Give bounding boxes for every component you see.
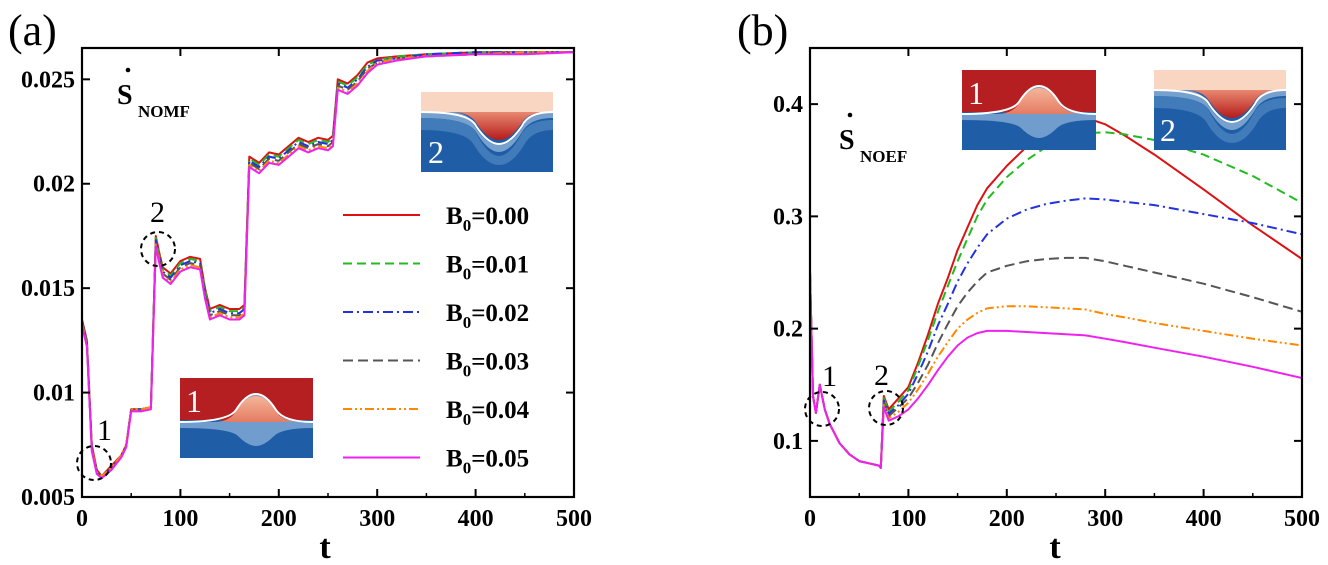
panel-b-x-axis-label: t [1049,529,1061,565]
legend-label-value: =0.03 [471,349,529,376]
legend-label-main: B [446,252,463,279]
legend-label-main: B [446,397,463,424]
panel-b-annotation-1-text: 1 [822,360,837,393]
panel-b-x-tick-label: 500 [1284,506,1320,532]
panel-a-inset-1-number: 1 [186,383,202,419]
legend-label-value: =0.05 [471,446,529,473]
panel-a-y-label-sub: NOMF [138,102,190,121]
panel-b-x-tick-label: 100 [890,506,926,532]
panel-b-y-tick-label: 0.3 [773,204,803,230]
panel-b-series-line-3 [810,256,1302,469]
panel-a-annotation-1-text: 1 [97,414,112,447]
panel-a-annotation-2: 2 [140,196,176,267]
panel-b-inset-1: 1 [961,70,1097,150]
panel-b-y-tick-label: 0.4 [773,92,803,118]
panel-b-y-tick-label: 0.2 [773,317,803,343]
panel-a-inset-2: 2 [420,92,554,172]
panel-a-y-tick-label: 0.005 [21,485,75,511]
legend-label-sub: 0 [463,362,472,381]
panel-b-x-tick-label: 400 [1186,506,1222,532]
panel-b-inset-2-number: 2 [1160,112,1176,148]
legend-label-5: B0=0.05 [446,446,529,478]
panel-a-annotation-1: 1 [76,414,112,481]
panel-a-y-label: S NOMF [117,67,190,121]
panel-a-y-tick-label: 0.02 [33,172,75,198]
panel-b-y-tick-label: 0.1 [773,429,803,455]
panel-a-series-line-5 [82,51,574,480]
panel-b-inset-1-number: 1 [968,75,984,111]
legend-label-3: B0=0.03 [446,349,529,381]
panel-a-y-tick-label: 0.025 [21,67,75,93]
legend-label-main: B [446,300,463,327]
legend-label-2: B0=0.02 [446,300,529,332]
panel-b-x-tick-label: 0 [804,506,816,532]
panel-b-y-label: S NOEF [839,112,907,166]
panel-a-inset-1: 1 [179,378,314,458]
panel-a-y-tick-label: 0.015 [21,276,75,302]
legend-label-0: B0=0.00 [446,203,529,235]
panel-b-x-axis: 0 100 200 300 400 500 [804,48,1320,532]
panel-a-y-tick-label: 0.01 [33,381,75,407]
panel-b-series-line-5 [810,272,1302,469]
panel-a-x-tick-label: 300 [359,506,395,532]
legend-label-sub: 0 [463,410,472,429]
legend-label-4: B0=0.04 [446,397,530,429]
panel-a-y-label-main: S [117,80,133,111]
panel-a-x-axis: 0 100 200 300 400 500 [76,48,592,532]
panel-a-y-label-dot [125,67,131,73]
panel-a-plot-area [82,51,574,480]
panel-b-annotation-2: 2 [868,359,904,426]
legend-label-sub: 0 [463,459,472,478]
panel-a-x-tick-label: 400 [458,506,494,532]
legend-label-main: B [446,203,463,230]
panel-b-y-axis: 0.1 0.2 0.3 0.4 [773,92,1302,455]
legend-label-value: =0.00 [471,203,529,230]
legend-label-main: B [446,349,463,376]
panel-a-inset-2-number: 2 [428,134,444,170]
panel-a-annotation-2-text: 2 [150,196,165,229]
panel-b-label: (b) [737,6,788,55]
panel-b-plot-area [810,116,1302,469]
legend-label-sub: 0 [463,216,472,235]
panel-b-y-label-dot [847,112,853,118]
panel-b-y-label-sub: NOEF [860,147,907,166]
panel-a-x-axis-label: t [319,529,331,565]
legend-label-1: B0=0.01 [446,252,529,284]
legend-label-main: B [446,446,463,473]
panel-b-x-tick-label: 300 [1087,506,1123,532]
legend-label-value: =0.04 [471,397,529,424]
panel-a-x-tick-label: 0 [76,506,88,532]
panel-a-legend: B0=0.00B0=0.01B0=0.02B0=0.03B0=0.04B0=0.… [343,203,530,478]
legend-label-sub: 0 [463,313,472,332]
panel-b-annotation-2-text: 2 [874,359,889,392]
panel-a-x-tick-label: 200 [261,506,297,532]
panel-b-inset-2: 2 [1153,70,1287,150]
legend-label-value: =0.02 [471,300,529,327]
panel-b-annotation-1: 1 [804,360,840,427]
panel-a-x-tick-label: 100 [162,506,198,532]
panel-b-x-tick-label: 200 [989,506,1025,532]
panel-a-y-axis: 0.005 0.01 0.015 0.02 0.025 [21,67,574,511]
panel-a-label: (a) [8,6,57,55]
panel-a-x-tick-label: 500 [556,506,592,532]
legend-label-sub: 0 [463,265,472,284]
panel-b-y-label-main: S [839,125,855,156]
legend-label-value: =0.01 [471,252,529,279]
